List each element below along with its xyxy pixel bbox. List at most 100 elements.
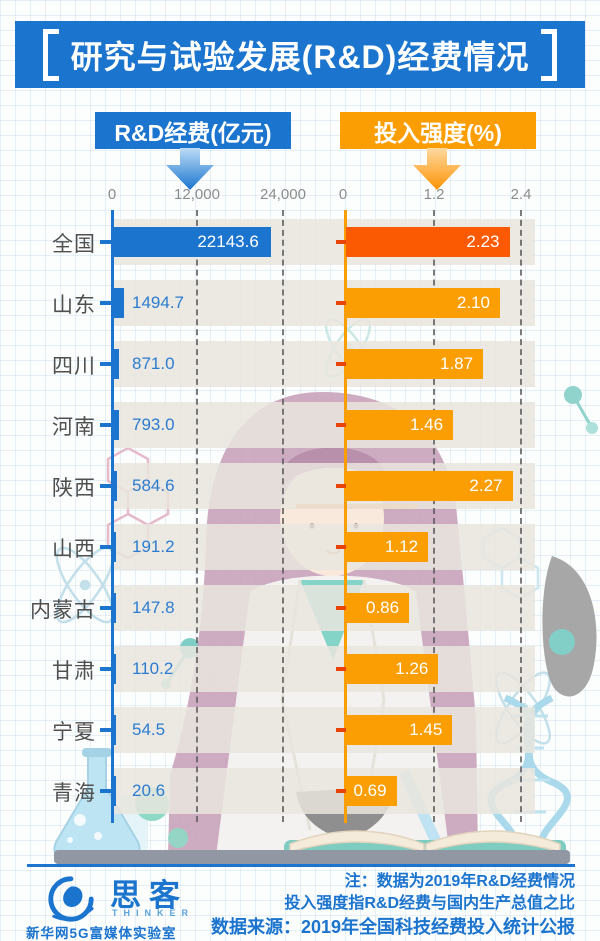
gridline-24000 xyxy=(282,210,284,822)
gridline-2.4 xyxy=(520,210,522,822)
data-source-line: 数据来源：2019年全国科技经费投入统计公报 xyxy=(210,917,575,937)
right-axis-tick-mark xyxy=(336,240,346,244)
rd-funding-value-outside: 871.0 xyxy=(132,354,175,373)
row-band xyxy=(112,646,535,692)
intensity-bar: 1.45 xyxy=(346,715,453,745)
left-axis-tick-mark xyxy=(100,667,112,671)
right-axis-tick-mark xyxy=(336,606,346,610)
gridline-1.2 xyxy=(433,210,435,822)
rd-funding-value-outside: 110.2 xyxy=(132,659,174,678)
region-label: 甘肃 xyxy=(52,660,96,683)
rd-funding-bar: 110.2 xyxy=(113,654,116,684)
intensity-bar: 2.10 xyxy=(346,288,500,318)
right-axis-tick-mark xyxy=(336,301,346,305)
right-axis-tick-mark xyxy=(336,484,346,488)
intensity-value: 0.86 xyxy=(366,598,400,617)
rd-funding-bar: 20.6 xyxy=(113,776,116,806)
left-axis-tick-mark xyxy=(100,545,112,549)
right-axis-tick-mark xyxy=(336,362,346,366)
green-ball-doodle xyxy=(168,828,188,848)
left-axis-tick-0: 0 xyxy=(107,186,117,203)
rd-funding-bar: 584.6 xyxy=(113,471,118,501)
right-axis-tick-mark xyxy=(336,423,346,427)
intensity-value: 1.87 xyxy=(440,354,474,373)
left-chart-axis xyxy=(111,210,114,823)
intensity-bar: 2.27 xyxy=(346,471,513,501)
row-band xyxy=(112,524,535,570)
rd-funding-bar: 1494.7 xyxy=(113,288,124,318)
rd-funding-value-outside: 191.2 xyxy=(132,537,175,556)
left-axis-tick-mark xyxy=(100,728,112,732)
region-label: 陕西 xyxy=(52,477,96,500)
rd-funding-bar: 191.2 xyxy=(113,532,116,562)
gridline-12000 xyxy=(196,210,198,822)
chart-row: 全国 22143.6 22143.6 2.23 xyxy=(0,219,600,265)
rd-funding-bar: 793.0 xyxy=(113,410,119,440)
left-axis-tick-12000: 12,000 xyxy=(174,186,220,203)
region-label: 河南 xyxy=(52,416,96,439)
dark-flask-doodle xyxy=(542,556,597,697)
chart-row: 宁夏 54.5 54.5 1.45 xyxy=(0,707,600,753)
legend-rd-funding: R&D经费(亿元) xyxy=(95,112,291,149)
left-axis-tick-mark xyxy=(100,484,112,488)
row-band xyxy=(112,585,535,631)
intensity-bar: 2.23 xyxy=(346,227,510,257)
desk xyxy=(54,850,570,864)
arrow-down-icon xyxy=(413,148,461,190)
right-chart-axis xyxy=(344,210,347,823)
chart-row: 山东 1494.7 1494.7 2.10 xyxy=(0,280,600,326)
logo-lab-name: 新华网5G富媒体实验室 xyxy=(26,926,177,941)
region-label: 内蒙古 xyxy=(30,599,96,622)
intensity-value: 1.12 xyxy=(385,537,419,556)
footer-divider xyxy=(27,864,575,867)
chart-row: 四川 871.0 871.0 1.87 xyxy=(0,341,600,387)
region-label: 全国 xyxy=(52,233,96,256)
right-axis-tick-mark xyxy=(336,728,346,732)
rd-funding-value-outside: 20.6 xyxy=(132,781,166,800)
left-axis-tick-mark xyxy=(100,606,112,610)
rd-funding-value: 22143.6 xyxy=(197,232,259,251)
chart-row: 河南 793.0 793.0 1.46 xyxy=(0,402,600,448)
rd-funding-value-outside: 584.6 xyxy=(132,476,175,495)
intensity-value: 0.69 xyxy=(353,781,387,800)
intensity-bar: 0.69 xyxy=(346,776,397,806)
chart-row: 山西 191.2 191.2 1.12 xyxy=(0,524,600,570)
logo-english-name: THINKER xyxy=(112,908,194,918)
footnote-line1: 注：数据为2019年R&D经费情况 xyxy=(344,873,575,890)
chart-row: 陕西 584.6 584.6 2.27 xyxy=(0,463,600,509)
right-axis-tick-2.4: 2.4 xyxy=(510,186,532,203)
region-label: 宁夏 xyxy=(52,721,96,744)
right-axis-tick-mark xyxy=(336,545,346,549)
thinker-logo-icon xyxy=(48,876,94,922)
chart-row: 甘肃 110.2 110.2 1.26 xyxy=(0,646,600,692)
intensity-bar: 1.46 xyxy=(346,410,454,440)
footnote-line2: 投入强度指R&D经费与国内生产总值之比 xyxy=(284,895,575,912)
arrow-down-icon xyxy=(166,148,214,190)
intensity-value: 1.45 xyxy=(409,720,443,739)
left-axis-tick-mark xyxy=(100,240,112,244)
left-axis-tick-mark xyxy=(100,423,112,427)
logo-chinese-name: 思客 xyxy=(110,878,188,913)
legend-intensity: 投入强度(%) xyxy=(340,112,536,149)
intensity-bar: 0.86 xyxy=(346,593,410,623)
intensity-bar: 1.12 xyxy=(346,532,429,562)
right-axis-tick-mark xyxy=(336,789,346,793)
left-bracket-decor xyxy=(42,28,59,81)
rd-funding-value-outside: 147.8 xyxy=(132,598,175,617)
right-bracket-decor xyxy=(541,28,558,81)
left-axis-tick-mark xyxy=(100,362,112,366)
intensity-value: 1.26 xyxy=(395,659,429,678)
left-axis-tick-24000: 24,000 xyxy=(260,186,306,203)
intensity-value: 2.10 xyxy=(456,293,490,312)
rd-funding-bar: 54.5 xyxy=(113,715,116,745)
rd-funding-value-outside: 1494.7 xyxy=(132,293,184,312)
molecule-doodle xyxy=(564,386,598,434)
rd-funding-bar: 871.0 xyxy=(113,349,120,379)
intensity-value: 2.23 xyxy=(466,232,500,251)
region-label: 山西 xyxy=(52,538,96,561)
right-axis-tick-0: 0 xyxy=(338,186,348,203)
footnotes: 注：数据为2019年R&D经费情况 投入强度指R&D经费与国内生产总值之比 数据… xyxy=(211,871,575,940)
intensity-bar: 1.26 xyxy=(346,654,439,684)
left-axis-tick-mark xyxy=(100,301,112,305)
